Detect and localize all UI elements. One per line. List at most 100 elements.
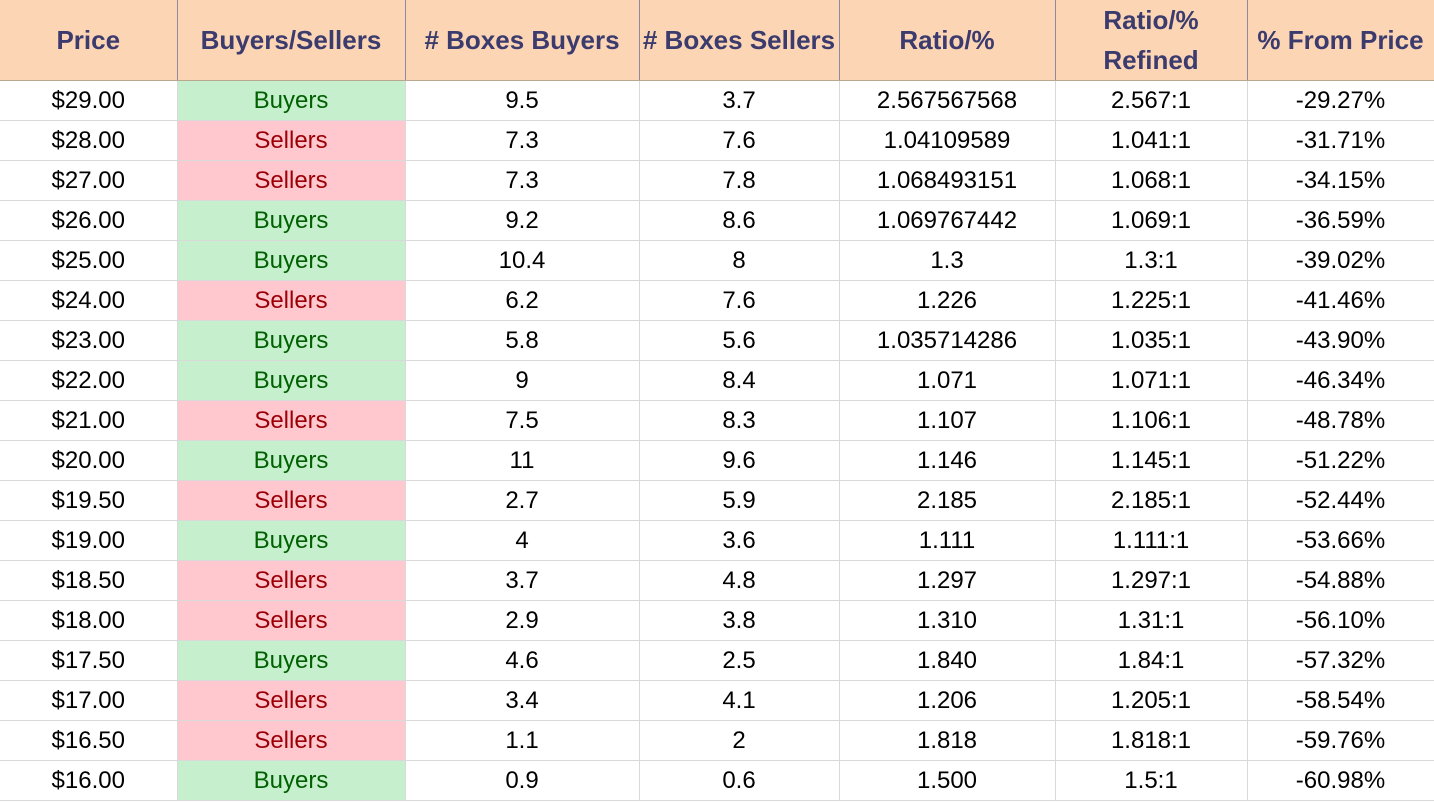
ratio-cell: 1.069767442: [839, 200, 1056, 241]
boxes-buyers-cell: 2.7: [405, 480, 640, 521]
price-cell: $26.00: [0, 200, 178, 241]
table-row: $19.00 Buyers 4 3.6 1.111 1.111:1 -53.66%: [0, 520, 1434, 561]
from-price-cell: -39.02%: [1247, 240, 1434, 281]
boxes-buyers-cell: 7.3: [405, 160, 640, 201]
ratio-refined-cell: 1.5:1: [1055, 760, 1248, 801]
price-cell: $25.00: [0, 240, 178, 281]
from-price-cell: -48.78%: [1247, 400, 1434, 441]
ratio-cell: 1.3: [839, 240, 1056, 281]
buyers-sellers-cell: Sellers: [177, 400, 406, 441]
ratio-refined-cell: 1.145:1: [1055, 440, 1248, 481]
ratio-cell: 1.04109589: [839, 120, 1056, 161]
boxes-buyers-cell: 5.8: [405, 320, 640, 361]
boxes-buyers-cell: 3.7: [405, 560, 640, 601]
from-price-cell: -51.22%: [1247, 440, 1434, 481]
ratio-cell: 1.500: [839, 760, 1056, 801]
buyers-sellers-cell: Sellers: [177, 680, 406, 721]
boxes-sellers-cell: 8.3: [639, 400, 840, 441]
boxes-sellers-cell: 2.5: [639, 640, 840, 681]
price-cell: $24.00: [0, 280, 178, 321]
boxes-buyers-cell: 9: [405, 360, 640, 401]
boxes-sellers-cell: 3.8: [639, 600, 840, 641]
ratio-refined-cell: 1.225:1: [1055, 280, 1248, 321]
boxes-sellers-cell: 0.6: [639, 760, 840, 801]
from-price-cell: -54.88%: [1247, 560, 1434, 601]
table-row: $16.50 Sellers 1.1 2 1.818 1.818:1 -59.76%: [0, 720, 1434, 761]
ratio-cell: 1.111: [839, 520, 1056, 561]
price-cell: $22.00: [0, 360, 178, 401]
from-price-cell: -60.98%: [1247, 760, 1434, 801]
price-cell: $20.00: [0, 440, 178, 481]
buyers-sellers-cell: Sellers: [177, 560, 406, 601]
price-cell: $18.00: [0, 600, 178, 641]
ratio-refined-cell: 2.185:1: [1055, 480, 1248, 521]
price-cell: $19.50: [0, 480, 178, 521]
ratio-refined-cell: 1.297:1: [1055, 560, 1248, 601]
ratio-cell: 1.226: [839, 280, 1056, 321]
buyers-sellers-cell: Buyers: [177, 520, 406, 561]
boxes-buyers-cell: 9.2: [405, 200, 640, 241]
table-row: $23.00 Buyers 5.8 5.6 1.035714286 1.035:1 -43.…: [0, 320, 1434, 361]
table-row: $26.00 Buyers 9.2 8.6 1.069767442 1.069:1 -36.…: [0, 200, 1434, 241]
price-cell: $28.00: [0, 120, 178, 161]
buyers-sellers-cell: Sellers: [177, 720, 406, 761]
buyers-sellers-cell: Buyers: [177, 760, 406, 801]
table-row: $16.00 Buyers 0.9 0.6 1.500 1.5:1 -60.98%: [0, 760, 1434, 801]
ratio-cell: 1.071: [839, 360, 1056, 401]
price-cell: $27.00: [0, 160, 178, 201]
boxes-buyers-cell: 4: [405, 520, 640, 561]
from-price-cell: -56.10%: [1247, 600, 1434, 641]
boxes-buyers-cell: 9.5: [405, 80, 640, 121]
ratio-cell: 1.146: [839, 440, 1056, 481]
ratio-cell: 1.840: [839, 640, 1056, 681]
boxes-buyers-cell: 6.2: [405, 280, 640, 321]
col-header-boxes-sellers: # Boxes Sellers: [639, 0, 840, 81]
boxes-sellers-cell: 3.6: [639, 520, 840, 561]
price-cell: $17.00: [0, 680, 178, 721]
boxes-sellers-cell: 8.6: [639, 200, 840, 241]
ratio-cell: 1.035714286: [839, 320, 1056, 361]
ratio-cell: 1.107: [839, 400, 1056, 441]
boxes-sellers-cell: 4.8: [639, 560, 840, 601]
col-header-ratio-refined: Ratio/% Refined: [1055, 0, 1248, 81]
buyers-sellers-cell: Buyers: [177, 80, 406, 121]
price-cell: $21.00: [0, 400, 178, 441]
buyers-sellers-cell: Buyers: [177, 440, 406, 481]
price-cell: $29.00: [0, 80, 178, 121]
price-cell: $16.00: [0, 760, 178, 801]
boxes-sellers-cell: 8: [639, 240, 840, 281]
buyers-sellers-cell: Buyers: [177, 320, 406, 361]
from-price-cell: -41.46%: [1247, 280, 1434, 321]
table-row: $21.00 Sellers 7.5 8.3 1.107 1.106:1 -48.78%: [0, 400, 1434, 441]
price-cell: $16.50: [0, 720, 178, 761]
buyers-sellers-cell: Sellers: [177, 120, 406, 161]
table-row: $20.00 Buyers 11 9.6 1.146 1.145:1 -51.22%: [0, 440, 1434, 481]
boxes-sellers-cell: 5.9: [639, 480, 840, 521]
buyers-sellers-cell: Buyers: [177, 360, 406, 401]
boxes-buyers-cell: 1.1: [405, 720, 640, 761]
ratio-refined-cell: 1.818:1: [1055, 720, 1248, 761]
ratio-refined-cell: 1.069:1: [1055, 200, 1248, 241]
table-row: $18.00 Sellers 2.9 3.8 1.310 1.31:1 -56.10%: [0, 600, 1434, 641]
boxes-buyers-cell: 2.9: [405, 600, 640, 641]
price-cell: $18.50: [0, 560, 178, 601]
from-price-cell: -31.71%: [1247, 120, 1434, 161]
boxes-sellers-cell: 7.6: [639, 280, 840, 321]
col-header-ratio: Ratio/%: [839, 0, 1056, 81]
ratio-refined-cell: 1.071:1: [1055, 360, 1248, 401]
from-price-cell: -58.54%: [1247, 680, 1434, 721]
ratio-refined-cell: 1.111:1: [1055, 520, 1248, 561]
ratio-cell: 1.818: [839, 720, 1056, 761]
ratio-refined-cell: 2.567:1: [1055, 80, 1248, 121]
boxes-sellers-cell: 9.6: [639, 440, 840, 481]
ratio-cell: 1.310: [839, 600, 1056, 641]
buyers-sellers-cell: Buyers: [177, 200, 406, 241]
buyers-sellers-cell: Sellers: [177, 480, 406, 521]
boxes-buyers-cell: 4.6: [405, 640, 640, 681]
table-body: $29.00 Buyers 9.5 3.7 2.567567568 2.567:1 -29.…: [0, 80, 1434, 801]
ratio-refined-cell: 1.3:1: [1055, 240, 1248, 281]
buyers-sellers-cell: Sellers: [177, 280, 406, 321]
col-header-buyers-sellers: Buyers/Sellers: [177, 0, 406, 81]
table-row: $22.00 Buyers 9 8.4 1.071 1.071:1 -46.34%: [0, 360, 1434, 401]
col-header-boxes-buyers: # Boxes Buyers: [405, 0, 640, 81]
